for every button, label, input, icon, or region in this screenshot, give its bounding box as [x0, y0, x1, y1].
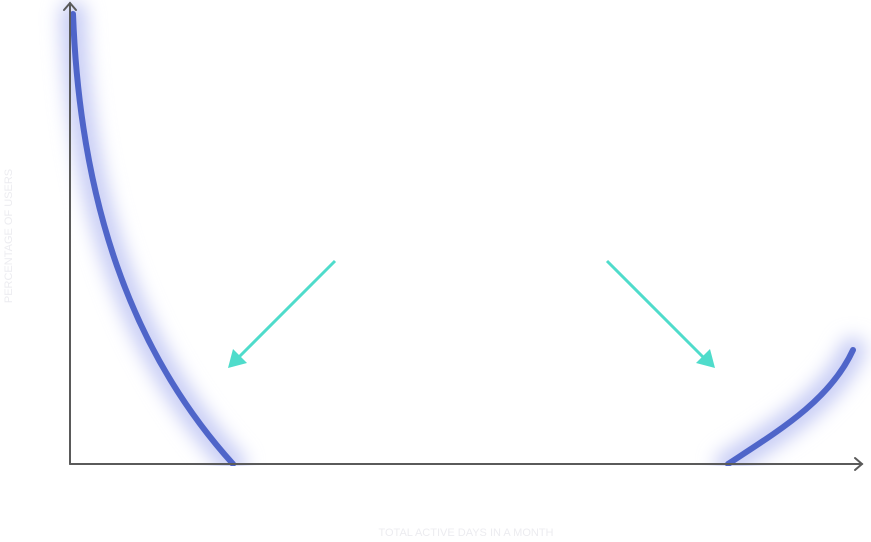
- y-axis-label: PERCENTAGE OF USERS: [3, 169, 15, 303]
- curve-glow: [60, 1, 866, 477]
- arrows: [228, 259, 715, 368]
- axes: [63, 1, 864, 471]
- curve: [70, 11, 856, 467]
- x-axis-label: TOTAL ACTIVE DAYS IN A MONTH: [378, 527, 553, 539]
- mask: [60, 466, 871, 506]
